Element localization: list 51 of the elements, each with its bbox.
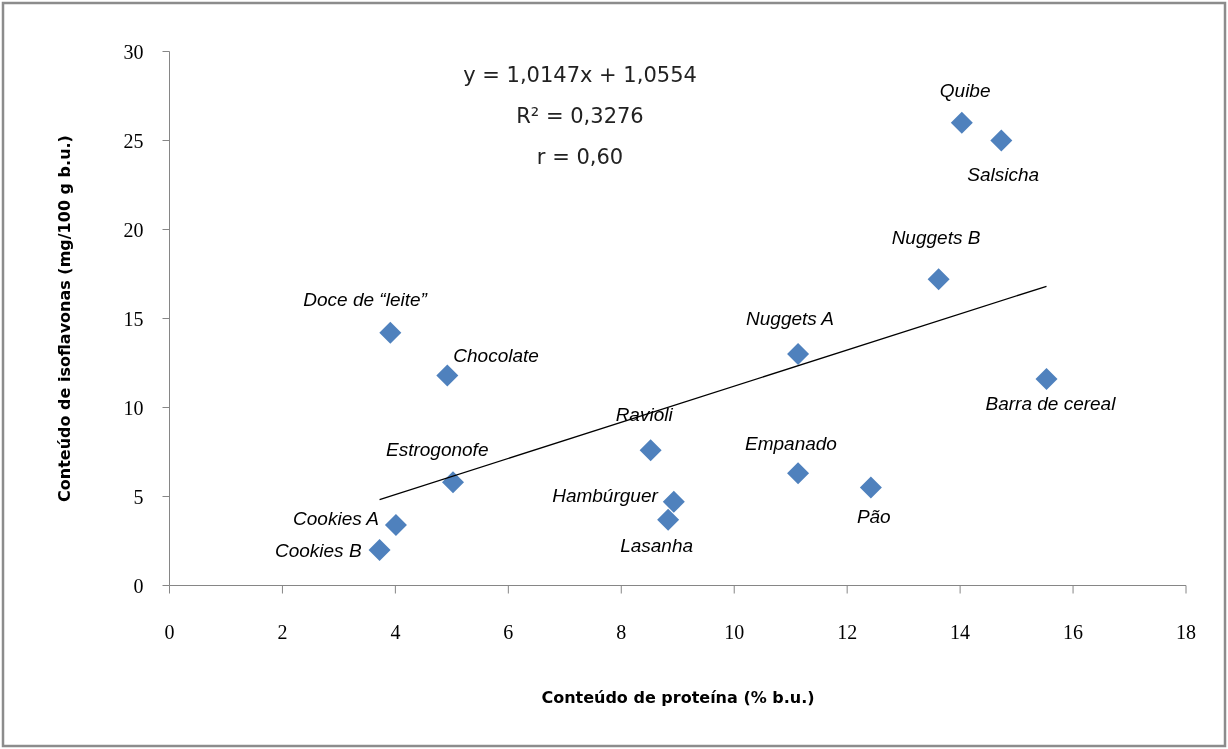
annotation: Estrogonofe — [385, 439, 489, 461]
annotation: y = 1,0147x + 1,0554 — [463, 63, 697, 87]
x-tick-label: 10 — [724, 620, 745, 643]
y-tick-label: 20 — [123, 218, 144, 241]
point — [859, 476, 882, 499]
point — [441, 471, 464, 494]
point — [927, 268, 950, 291]
y-tick-label: 30 — [123, 40, 144, 63]
annotation: Pão — [856, 505, 891, 527]
annotation: Empanado — [745, 433, 837, 455]
x-tick-label: 0 — [164, 620, 175, 643]
point — [1035, 368, 1058, 391]
annotation: R² = 0,3276 — [516, 104, 644, 128]
annotation: Nuggets B — [891, 227, 981, 249]
x-tick-label: 18 — [1176, 620, 1196, 643]
y-tick-label: 15 — [123, 307, 144, 330]
point — [787, 462, 810, 485]
y-tick-label: 25 — [123, 129, 144, 152]
y-tick-label: 0 — [133, 574, 144, 597]
annotation: Quibe — [939, 79, 991, 101]
x-tick-label: 8 — [616, 620, 627, 643]
annotation: r = 0,60 — [536, 145, 624, 169]
x-tick-label: 6 — [503, 620, 514, 643]
point — [368, 538, 391, 561]
point — [950, 111, 973, 134]
point — [787, 343, 810, 366]
annotation: Nuggets A — [746, 308, 835, 330]
annotation: Chocolate — [453, 345, 539, 367]
x-tick-label: 16 — [1063, 620, 1084, 643]
y-axis-title: Conteúdo de isoflavonas (mg/100 g b.u.) — [55, 135, 74, 502]
x-tick-label: 14 — [950, 620, 971, 643]
annotation: Barra de cereal — [985, 393, 1117, 415]
x-axis-title: Conteúdo de proteína (% b.u.) — [541, 688, 815, 707]
annotation: Hambúrguer — [552, 484, 659, 506]
point — [990, 129, 1013, 152]
point — [657, 508, 680, 531]
point — [639, 439, 662, 462]
point — [379, 321, 402, 344]
annotation: Cookies A — [293, 507, 379, 529]
annotation: Cookies B — [274, 539, 362, 561]
point — [384, 513, 407, 536]
x-tick-label: 2 — [277, 620, 288, 643]
x-tick-label: 4 — [390, 620, 401, 643]
y-tick-label: 5 — [133, 485, 144, 508]
y-tick-label: 10 — [123, 396, 144, 419]
annotation: Salsicha — [967, 163, 1040, 185]
x-tick-label: 12 — [837, 620, 858, 643]
annotation: Lasanha — [620, 534, 694, 556]
point — [662, 490, 685, 513]
point — [436, 364, 459, 387]
annotation: Doce de “leite” — [303, 288, 429, 310]
